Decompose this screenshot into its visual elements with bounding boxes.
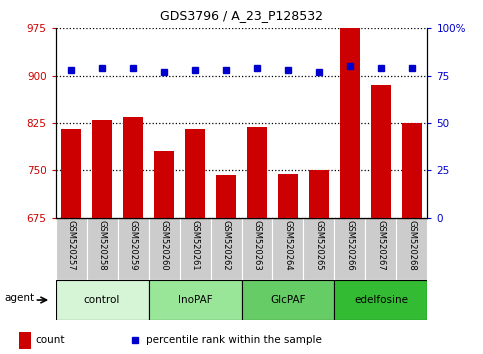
FancyBboxPatch shape	[397, 218, 427, 280]
Text: GSM520259: GSM520259	[128, 220, 138, 271]
Bar	[247, 127, 267, 218]
FancyBboxPatch shape	[56, 218, 86, 280]
Bar	[371, 85, 391, 218]
Text: GSM520262: GSM520262	[222, 220, 230, 271]
Bar	[185, 129, 205, 218]
Bar	[216, 175, 236, 218]
FancyBboxPatch shape	[211, 218, 242, 280]
FancyBboxPatch shape	[242, 218, 272, 280]
FancyBboxPatch shape	[303, 218, 334, 280]
Text: agent: agent	[4, 293, 35, 303]
Bar	[402, 123, 422, 218]
FancyBboxPatch shape	[86, 218, 117, 280]
FancyBboxPatch shape	[56, 280, 149, 320]
FancyBboxPatch shape	[117, 218, 149, 280]
Text: GSM520257: GSM520257	[67, 220, 75, 271]
Bar	[61, 129, 81, 218]
Text: control: control	[84, 295, 120, 305]
FancyBboxPatch shape	[334, 280, 427, 320]
FancyBboxPatch shape	[366, 218, 397, 280]
Text: InoPAF: InoPAF	[178, 295, 213, 305]
Bar	[340, 28, 360, 218]
Text: count: count	[35, 335, 65, 345]
Text: GlcPAF: GlcPAF	[270, 295, 306, 305]
Text: GDS3796 / A_23_P128532: GDS3796 / A_23_P128532	[160, 9, 323, 22]
Text: GSM520260: GSM520260	[159, 220, 169, 271]
Bar	[309, 170, 329, 218]
Text: GSM520258: GSM520258	[98, 220, 107, 271]
Bar	[154, 152, 174, 218]
FancyBboxPatch shape	[334, 218, 366, 280]
Text: GSM520267: GSM520267	[376, 220, 385, 271]
Text: GSM520264: GSM520264	[284, 220, 293, 271]
FancyBboxPatch shape	[180, 218, 211, 280]
Bar	[92, 120, 112, 218]
Text: GSM520261: GSM520261	[190, 220, 199, 271]
FancyBboxPatch shape	[149, 218, 180, 280]
Text: GSM520263: GSM520263	[253, 220, 261, 271]
Text: percentile rank within the sample: percentile rank within the sample	[146, 335, 322, 345]
FancyBboxPatch shape	[242, 280, 334, 320]
Bar	[123, 117, 143, 218]
FancyBboxPatch shape	[272, 218, 303, 280]
Text: GSM520266: GSM520266	[345, 220, 355, 271]
Text: GSM520265: GSM520265	[314, 220, 324, 271]
Bar	[278, 173, 298, 218]
Text: GSM520268: GSM520268	[408, 220, 416, 271]
Bar	[19, 332, 30, 349]
Text: edelfosine: edelfosine	[354, 295, 408, 305]
FancyBboxPatch shape	[149, 280, 242, 320]
